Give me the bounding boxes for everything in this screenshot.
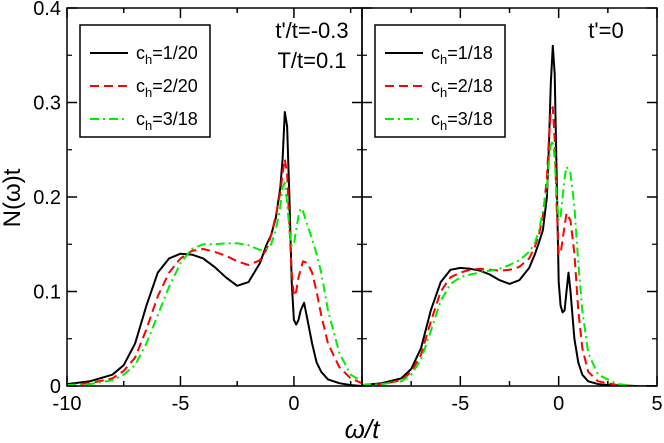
series-line-left-2 — [67, 158, 362, 386]
legend-label-right-1: ch=1/18 — [431, 43, 493, 67]
plot-layer: 00.10.20.30.4-10 -5 0ch=1/20ch=2/20ch=3/18… — [33, 0, 662, 415]
y-tick-label: 0.3 — [33, 93, 61, 115]
legend-label-right-3: ch=3/18 — [431, 109, 493, 133]
legend-label-left-2: ch=2/20 — [136, 76, 198, 100]
annotation-right-1: t'=0 — [588, 18, 623, 43]
legend-label-rest: =3/18 — [152, 109, 198, 129]
legend-box-right — [374, 24, 506, 138]
y-tick-label: 0.4 — [33, 0, 61, 20]
y-tick-label: 0 — [50, 376, 61, 398]
x-tick-label: 0 — [553, 393, 564, 415]
y-tick-label: 0.2 — [33, 187, 61, 209]
legend-label-main: c — [431, 43, 440, 63]
series-line-right-3 — [362, 139, 657, 386]
legend-label-main: c — [136, 109, 145, 129]
legend-label-sub: h — [440, 118, 447, 133]
annotation-left-2: T/t=0.1 — [277, 48, 346, 73]
x-axis-label: ω/t — [345, 414, 381, 443]
series-line-right-2 — [362, 106, 657, 386]
series-group-left — [67, 111, 362, 386]
legend-box-left — [79, 24, 211, 138]
legend-label-rest: =2/18 — [447, 76, 493, 96]
x-tick-label: -5 — [451, 393, 469, 415]
legend-label-rest: =1/18 — [447, 43, 493, 63]
legend-label-sub: h — [145, 118, 152, 133]
legend-label-right-2: ch=2/18 — [431, 76, 493, 100]
legend-label-main: c — [136, 76, 145, 96]
series-line-left-3 — [67, 181, 362, 386]
legend-label-sub: h — [145, 85, 152, 100]
legend-label-main: c — [431, 76, 440, 96]
x-tick-label: -5 — [172, 393, 190, 415]
annotation-left-1: t'/t=-0.3 — [275, 18, 348, 43]
legend-label-left-3: ch=3/18 — [136, 109, 198, 133]
x-tick-label: 0 — [288, 393, 299, 415]
legend-label-sub: h — [440, 85, 447, 100]
legend-label-left-1: ch=1/20 — [136, 43, 198, 67]
legend-label-sub: h — [440, 52, 447, 67]
y-tick-label: 0.1 — [33, 282, 61, 304]
panel-left: 00.10.20.30.4-10 -5 0ch=1/20ch=2/20ch=3/18… — [33, 0, 363, 415]
legend-label-main: c — [431, 109, 440, 129]
legend-label-rest: =1/20 — [152, 43, 198, 63]
legend-label-main: c — [136, 43, 145, 63]
series-line-left-1 — [67, 111, 362, 386]
legend-label-rest: =2/20 — [152, 76, 198, 96]
y-axis-label: N(ω)t — [0, 168, 26, 227]
legend-label-rest: =3/18 — [447, 109, 493, 129]
series-group-right — [362, 44, 657, 386]
legend-label-sub: h — [145, 52, 152, 67]
x-tick-label: -10 — [53, 393, 82, 415]
x-tick-label: 5 — [651, 393, 662, 415]
